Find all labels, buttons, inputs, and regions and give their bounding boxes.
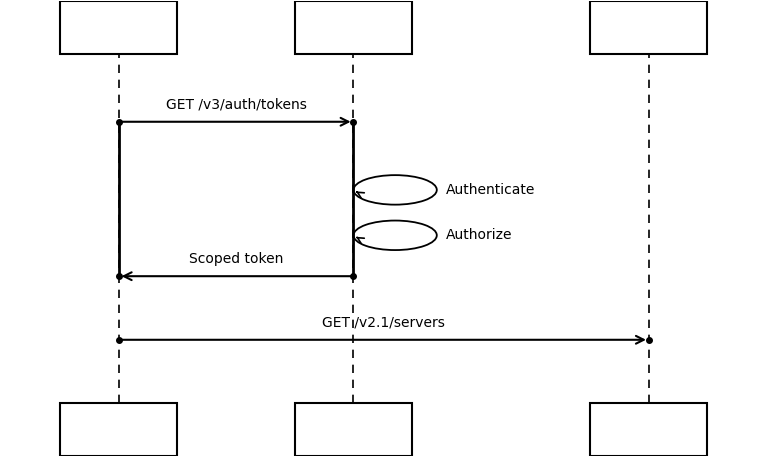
Text: Authenticate: Authenticate <box>446 183 535 197</box>
Text: OpenStack: OpenStack <box>607 422 691 437</box>
Text: Keystone: Keystone <box>318 20 388 35</box>
Text: GET /v2.1/servers: GET /v2.1/servers <box>322 316 445 330</box>
Text: Keystone: Keystone <box>318 422 388 437</box>
Text: Scoped token: Scoped token <box>189 252 283 266</box>
Bar <box>295 404 412 456</box>
Text: OpenStack: OpenStack <box>607 20 691 35</box>
Text: Authorize: Authorize <box>446 228 512 242</box>
Bar <box>60 404 177 456</box>
Bar <box>590 404 708 456</box>
Text: GET /v3/auth/tokens: GET /v3/auth/tokens <box>166 98 306 112</box>
Text: User Agent: User Agent <box>76 422 161 437</box>
Bar <box>590 1 708 53</box>
Bar <box>295 1 412 53</box>
Text: User Agent: User Agent <box>76 20 161 35</box>
Bar <box>60 1 177 53</box>
